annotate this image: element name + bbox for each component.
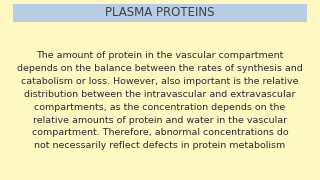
FancyBboxPatch shape: [13, 4, 307, 22]
Text: PLASMA PROTEINS: PLASMA PROTEINS: [105, 6, 215, 19]
Text: The amount of protein in the vascular compartment
depends on the balance between: The amount of protein in the vascular co…: [17, 51, 303, 150]
